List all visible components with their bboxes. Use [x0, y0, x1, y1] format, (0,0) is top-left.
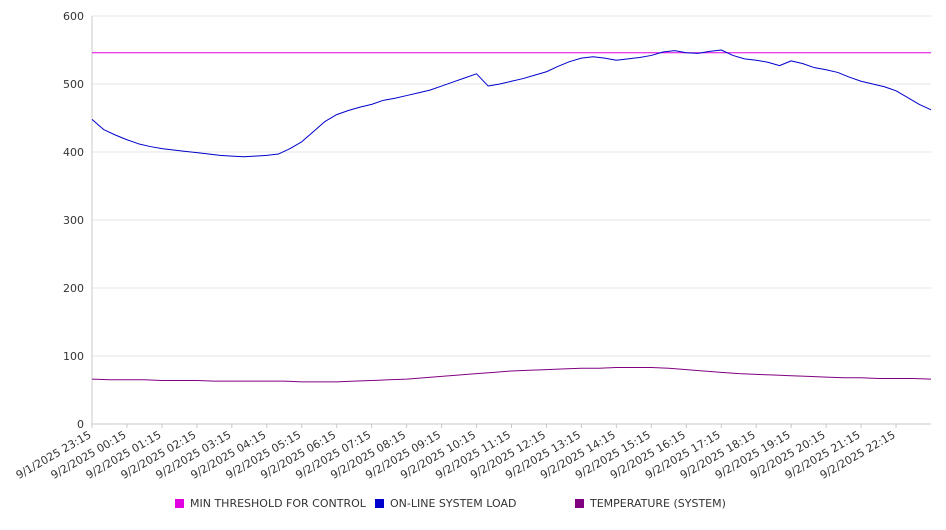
legend-item: ON-LINE SYSTEM LOAD	[375, 497, 516, 510]
y-tick-label: 200	[63, 282, 84, 295]
legend-swatch	[175, 499, 184, 508]
axes	[91, 16, 931, 428]
series-line-3	[91, 367, 932, 383]
y-tick-label: 500	[63, 78, 84, 91]
legend-item: MIN THRESHOLD FOR CONTROL	[175, 497, 366, 510]
y-tick-label: 300	[63, 214, 84, 227]
y-tick-label: 0	[77, 418, 84, 431]
legend-label: MIN THRESHOLD FOR CONTROL	[190, 497, 366, 510]
series-lines	[91, 49, 932, 383]
series-line-2	[91, 49, 932, 158]
legend-label: TEMPERATURE (SYSTEM)	[590, 497, 726, 510]
y-tick-label: 100	[63, 350, 84, 363]
x-tick-labels: 9/1/2025 23:159/2/2025 00:159/2/2025 01:…	[14, 428, 898, 482]
y-tick-label: 400	[63, 146, 84, 159]
legend-swatch	[575, 499, 584, 508]
legend-item: TEMPERATURE (SYSTEM)	[575, 497, 726, 510]
legend-label: ON-LINE SYSTEM LOAD	[390, 497, 517, 510]
legend: MIN THRESHOLD FOR CONTROL ON-LINE SYSTEM …	[0, 497, 946, 515]
legend-swatch	[375, 499, 384, 508]
y-tick-labels: 0 100 200 300 400 500 600	[63, 10, 84, 431]
grid-lines	[92, 15, 931, 357]
y-tick-label: 600	[63, 10, 84, 23]
